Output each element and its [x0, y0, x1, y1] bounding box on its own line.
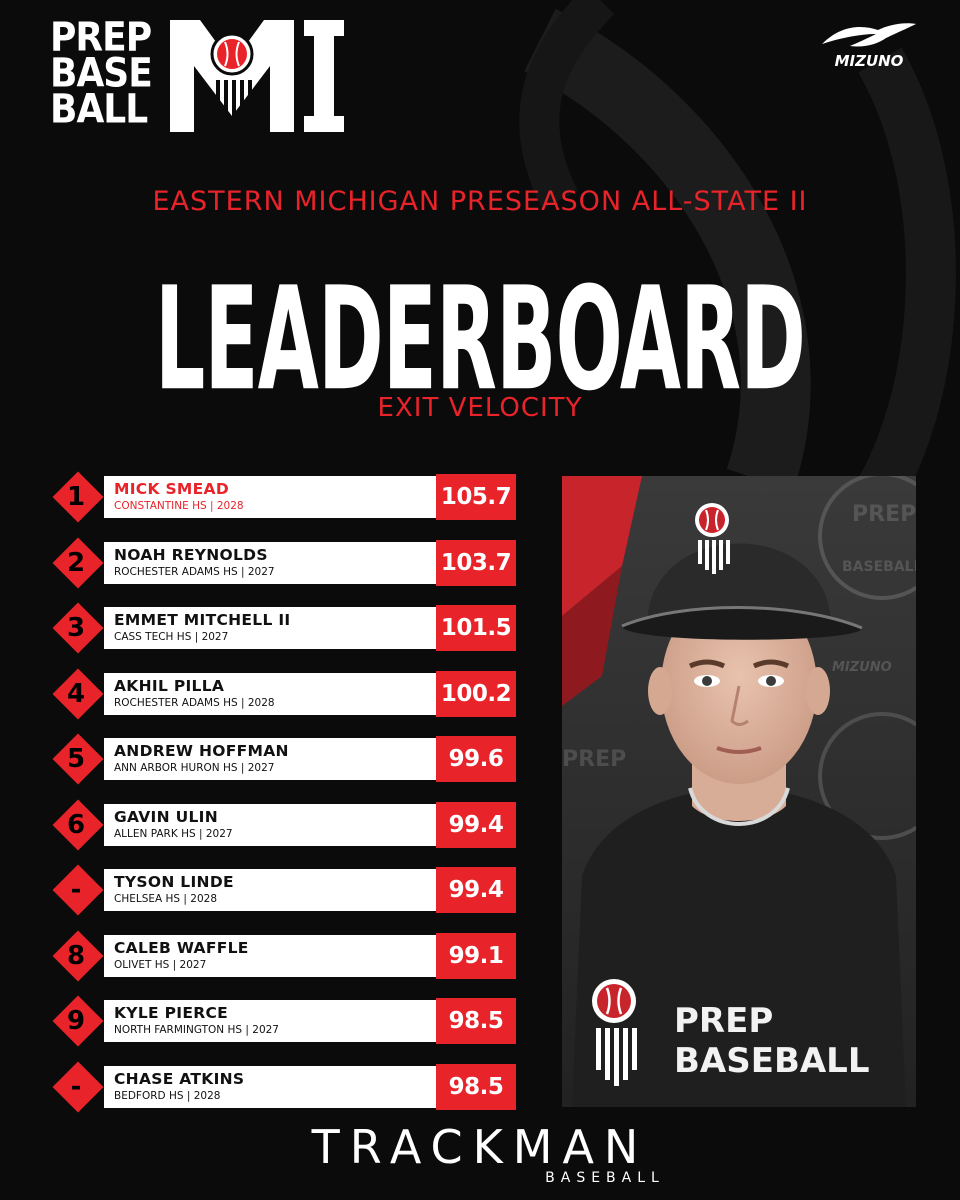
player-school-year: ALLEN PARK HS | 2027	[114, 827, 233, 840]
player-name: CALEB WAFFLE	[114, 938, 249, 957]
player-school-year: ANN ARBOR HURON HS | 2027	[114, 762, 275, 774]
exit-velocity-value: 99.4	[436, 801, 516, 848]
player-name: TYSON LINDE	[114, 873, 234, 891]
player-name: ANDREW HOFFMAN	[114, 742, 289, 760]
exit-velocity-value: 101.5	[436, 605, 516, 651]
leaderboard-row-8: 8 CALEB WAFFLE OLIVET HS | 2027 99.1	[36, 930, 526, 981]
leaderboard-row-7: - TYSON LINDE CHELSEA HS | 2028 99.4	[36, 864, 526, 916]
player-plate: AKHIL PILLA ROCHESTER ADAMS HS | 2028	[104, 672, 436, 715]
backdrop-prep-text: PREP	[852, 502, 916, 527]
rank-number: 6	[66, 809, 86, 840]
player-school-year: ROCHESTER ADAMS HS | 2027	[114, 565, 275, 578]
page-title: LEADERBOARD	[154, 256, 806, 423]
player-school-year: CONSTANTINE HS | 2028	[114, 500, 244, 512]
rank-number: -	[70, 1071, 82, 1102]
shirt-text-baseball: BASEBALL	[674, 1041, 870, 1081]
player-name: EMMET MITCHELL II	[114, 611, 291, 629]
leaderboard-row-1: 1 MICK SMEAD CONSTANTINE HS | 2028 105.7	[36, 471, 526, 523]
player-school-year: CASS TECH HS | 2027	[114, 631, 229, 643]
player-photo: PREP BASEBALL PREP MIZUNO	[562, 476, 916, 1107]
player-name: KYLE PIERCE	[114, 1004, 229, 1022]
backdrop-baseball-text: BASEBALL	[842, 559, 916, 575]
exit-velocity-value: 99.6	[436, 736, 516, 782]
rank-number: -	[70, 875, 82, 905]
exit-velocity-value: 99.1	[436, 932, 516, 979]
player-name: MICK SMEAD	[114, 480, 230, 498]
leaderboard-row-9: 9 KYLE PIERCE NORTH FARMINGTON HS | 2027…	[36, 995, 526, 1047]
player-school-year: ROCHESTER ADAMS HS | 2028	[114, 696, 275, 709]
player-school-year: BEDFORD HS | 2028	[114, 1089, 221, 1102]
player-plate: MICK SMEAD CONSTANTINE HS | 2028	[104, 476, 436, 518]
backdrop-prep-left-text: PREP	[562, 747, 626, 772]
player-name: AKHIL PILLA	[114, 676, 225, 695]
player-plate: CHASE ATKINS BEDFORD HS | 2028	[104, 1065, 436, 1108]
leaderboard-row-3: 3 EMMET MITCHELL II CASS TECH HS | 2027 …	[36, 602, 526, 654]
logo-wordmark: PREP BASE BALL	[50, 14, 165, 129]
logo-word-base: BASE	[50, 50, 153, 97]
prep-baseball-mi-logo: PREP BASE BALL MI	[50, 14, 344, 138]
exit-velocity-value: 98.5	[436, 1063, 516, 1110]
mizuno-runbird-icon	[822, 23, 916, 47]
mizuno-wordmark: MIZUNO	[834, 52, 904, 70]
leaderboard-row-10: - CHASE ATKINS BEDFORD HS | 2028 98.5	[36, 1061, 526, 1112]
leaderboard-row-2: 2 NOAH REYNOLDS ROCHESTER ADAMS HS | 202…	[36, 537, 526, 588]
leaderboard-row-4: 4 AKHIL PILLA ROCHESTER ADAMS HS | 2028 …	[36, 668, 526, 719]
player-school-year: CHELSEA HS | 2028	[114, 893, 218, 905]
player-plate: CALEB WAFFLE OLIVET HS | 2027	[104, 934, 436, 977]
player-name: GAVIN ULIN	[114, 807, 218, 826]
backdrop-mizuno-text: MIZUNO	[832, 660, 892, 675]
rank-number: 9	[66, 1006, 86, 1036]
exit-velocity-value: 98.5	[436, 998, 516, 1044]
rank-number: 2	[66, 547, 86, 578]
exit-velocity-value: 99.4	[436, 867, 516, 913]
trackman-logo: TRACKMAN	[311, 1120, 649, 1174]
player-plate: NOAH REYNOLDS ROCHESTER ADAMS HS | 2027	[104, 541, 436, 584]
player-plate: EMMET MITCHELL II CASS TECH HS | 2027	[104, 607, 436, 649]
player-plate: KYLE PIERCE NORTH FARMINGTON HS | 2027	[104, 1000, 436, 1042]
leaderboard: 1 MICK SMEAD CONSTANTINE HS | 2028 105.7…	[36, 471, 526, 1114]
logo-word-ball: BALL	[50, 86, 148, 133]
player-school-year: OLIVET HS | 2027	[114, 958, 207, 971]
player-plate: TYSON LINDE CHELSEA HS | 2028	[104, 869, 436, 911]
player-portrait-illustration: PREP BASEBALL PREP MIZUNO	[562, 476, 916, 1107]
player-plate: GAVIN ULIN ALLEN PARK HS | 2027	[104, 803, 436, 846]
mizuno-logo: MIZUNO	[820, 22, 918, 72]
player-school-year: NORTH FARMINGTON HS | 2027	[114, 1024, 279, 1036]
rank-number: 5	[66, 744, 86, 774]
player-plate: ANDREW HOFFMAN ANN ARBOR HURON HS | 2027	[104, 738, 436, 780]
exit-velocity-value: 100.2	[436, 670, 516, 717]
leaderboard-row-5: 5 ANDREW HOFFMAN ANN ARBOR HURON HS | 20…	[36, 733, 526, 785]
rank-number: 1	[66, 482, 86, 512]
player-name: NOAH REYNOLDS	[114, 545, 268, 564]
rank-number: 4	[66, 678, 86, 709]
rank-number: 3	[66, 613, 86, 643]
shirt-text-prep: PREP	[674, 1001, 773, 1041]
stat-category: EXIT VELOCITY	[377, 393, 583, 423]
trackman-baseball-label: BASEBALL	[545, 1170, 665, 1186]
exit-velocity-value: 105.7	[436, 474, 516, 520]
event-subtitle: EASTERN MICHIGAN PRESEASON ALL-STATE II	[152, 186, 808, 217]
logo-mi-mark: MI	[170, 20, 344, 132]
exit-velocity-value: 103.7	[436, 539, 516, 586]
logo-word-prep: PREP	[50, 14, 152, 61]
rank-number: 8	[66, 940, 86, 971]
leaderboard-row-6: 6 GAVIN ULIN ALLEN PARK HS | 2027 99.4	[36, 799, 526, 850]
player-name: CHASE ATKINS	[114, 1069, 245, 1088]
